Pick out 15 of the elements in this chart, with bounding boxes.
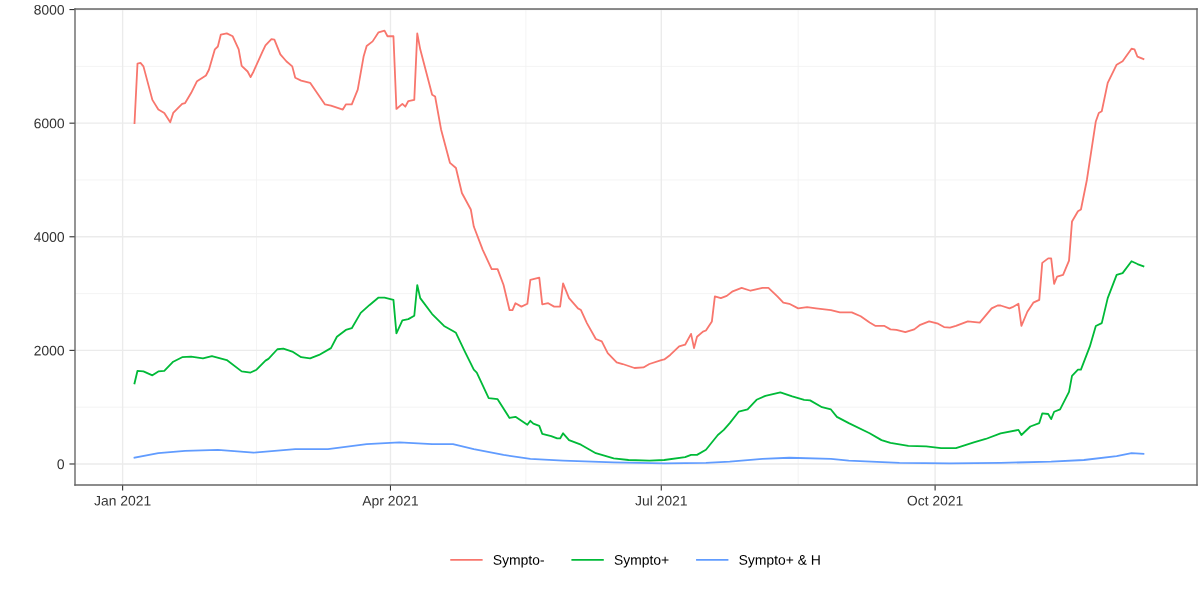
legend-label: Sympto- — [493, 554, 544, 568]
line-series — [133, 29, 1145, 369]
y-tick-label: 6000 — [34, 118, 65, 129]
legend-label: Sympto+ — [614, 554, 669, 568]
line-series — [133, 441, 1145, 465]
line-series — [133, 260, 1145, 462]
y-tick-label: 8000 — [34, 4, 65, 15]
y-tick-label: 0 — [57, 459, 65, 470]
x-tick-label: Apr 2021 — [362, 495, 418, 509]
y-tick-label: 2000 — [34, 345, 65, 356]
x-tick-label: Jan 2021 — [94, 495, 151, 506]
legend-label: Sympto+ & H — [739, 554, 820, 568]
x-tick-label: Oct 2021 — [907, 495, 963, 506]
y-tick-label: 4000 — [34, 232, 65, 242]
x-tick-label: Jul 2021 — [635, 495, 687, 506]
